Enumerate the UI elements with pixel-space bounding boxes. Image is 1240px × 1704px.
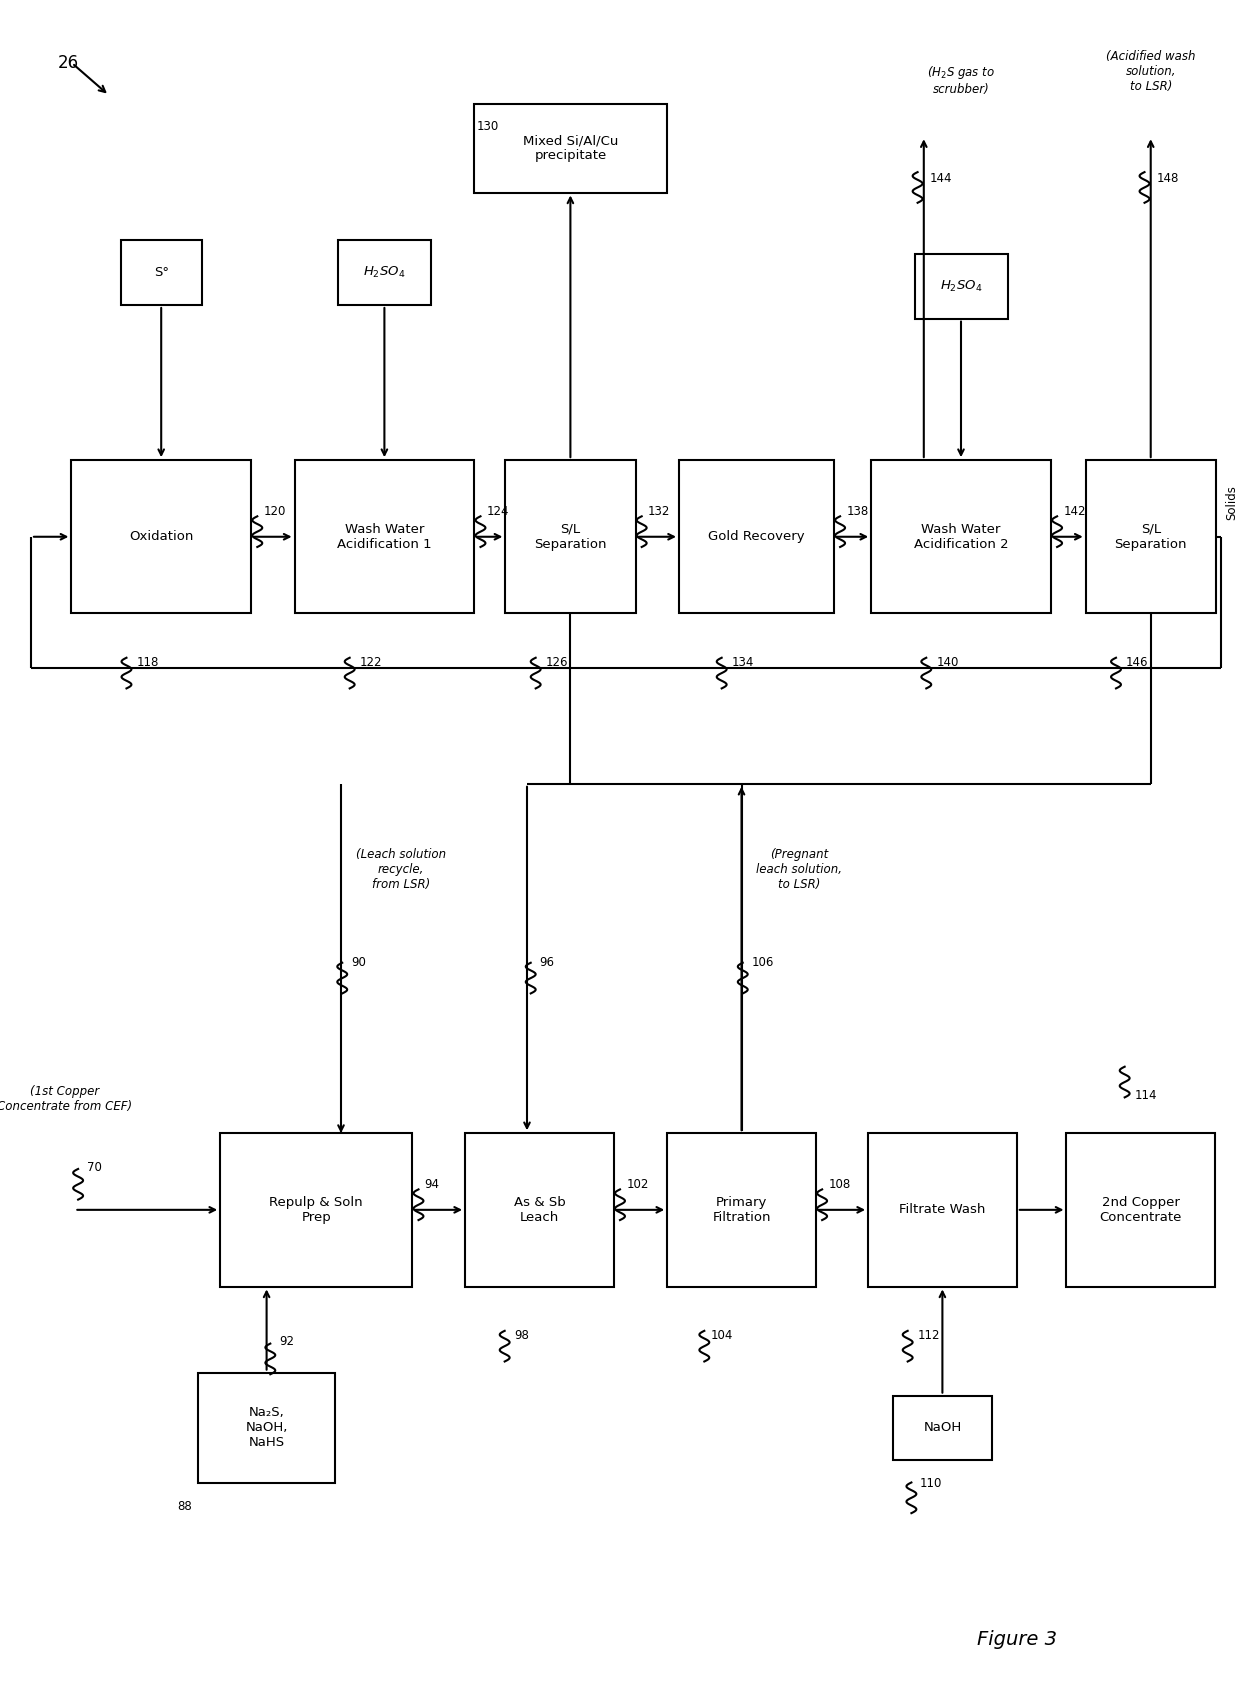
Text: Oxidation: Oxidation (129, 530, 193, 544)
Text: As & Sb
Leach: As & Sb Leach (513, 1196, 565, 1223)
Text: Filtrate Wash: Filtrate Wash (899, 1203, 986, 1217)
Text: Wash Water
Acidification 1: Wash Water Acidification 1 (337, 523, 432, 550)
Bar (506, 460, 635, 613)
Bar (337, 240, 432, 305)
Bar (870, 460, 1052, 613)
Text: 132: 132 (649, 504, 671, 518)
Text: 96: 96 (539, 956, 554, 970)
Text: $H_2SO_4$: $H_2SO_4$ (940, 279, 982, 293)
Text: (1st Copper
Concentrate from CEF): (1st Copper Concentrate from CEF) (0, 1085, 131, 1113)
Text: 94: 94 (424, 1177, 440, 1191)
Bar (893, 1396, 992, 1460)
Bar (915, 254, 1007, 319)
Text: (Pregnant
leach solution,
to LSR): (Pregnant leach solution, to LSR) (756, 847, 842, 891)
Text: $H_2SO_4$: $H_2SO_4$ (363, 266, 405, 279)
Text: Solids: Solids (1225, 486, 1238, 520)
Bar (667, 1133, 816, 1287)
Text: 102: 102 (626, 1177, 649, 1191)
Text: 130: 130 (477, 119, 498, 133)
Text: 26: 26 (57, 55, 79, 72)
Bar (465, 1133, 614, 1287)
Bar (72, 460, 250, 613)
Text: 108: 108 (828, 1177, 851, 1191)
Bar (1086, 460, 1216, 613)
Text: Wash Water
Acidification 2: Wash Water Acidification 2 (914, 523, 1008, 550)
Bar (295, 460, 474, 613)
Text: 106: 106 (751, 956, 774, 970)
Text: NaOH: NaOH (924, 1421, 961, 1435)
Text: 126: 126 (546, 656, 568, 670)
Text: 148: 148 (1157, 172, 1179, 186)
Bar (1066, 1133, 1215, 1287)
Text: 120: 120 (263, 504, 286, 518)
Text: 104: 104 (711, 1329, 733, 1343)
Text: 140: 140 (936, 656, 959, 670)
Text: S/L
Separation: S/L Separation (534, 523, 606, 550)
Text: (Acidified wash
solution,
to LSR): (Acidified wash solution, to LSR) (1106, 49, 1195, 94)
Text: 134: 134 (732, 656, 754, 670)
Bar (122, 240, 201, 305)
Text: 70: 70 (87, 1160, 102, 1174)
Text: 88: 88 (177, 1500, 192, 1513)
Text: 144: 144 (930, 172, 952, 186)
Bar (868, 1133, 1017, 1287)
Text: Primary
Filtration: Primary Filtration (712, 1196, 771, 1223)
Text: 146: 146 (1126, 656, 1148, 670)
Text: Na₂S,
NaOH,
NaHS: Na₂S, NaOH, NaHS (246, 1406, 288, 1450)
Text: ($H_2S$ gas to
scrubber): ($H_2S$ gas to scrubber) (928, 65, 994, 95)
Text: 114: 114 (1135, 1089, 1157, 1102)
Text: 112: 112 (918, 1329, 940, 1343)
Text: 138: 138 (846, 504, 868, 518)
Text: Figure 3: Figure 3 (977, 1629, 1056, 1649)
Bar (221, 1133, 413, 1287)
Text: 118: 118 (136, 656, 159, 670)
Bar (474, 104, 667, 193)
Text: 124: 124 (486, 504, 510, 518)
Text: 110: 110 (920, 1477, 942, 1491)
Text: S°: S° (154, 266, 169, 279)
Text: Gold Recovery: Gold Recovery (708, 530, 805, 544)
Bar (680, 460, 833, 613)
Text: 92: 92 (279, 1336, 294, 1348)
Text: 122: 122 (360, 656, 382, 670)
Text: 90: 90 (351, 956, 366, 970)
Text: (Leach solution
recycle,
from LSR): (Leach solution recycle, from LSR) (356, 847, 446, 891)
Bar (198, 1373, 335, 1482)
Text: Repulp & Soln
Prep: Repulp & Soln Prep (269, 1196, 363, 1223)
Text: 98: 98 (515, 1329, 529, 1343)
Text: S/L
Separation: S/L Separation (1115, 523, 1187, 550)
Text: Mixed Si/Al/Cu
precipitate: Mixed Si/Al/Cu precipitate (523, 135, 618, 162)
Text: 142: 142 (1063, 504, 1086, 518)
Text: 2nd Copper
Concentrate: 2nd Copper Concentrate (1100, 1196, 1182, 1223)
